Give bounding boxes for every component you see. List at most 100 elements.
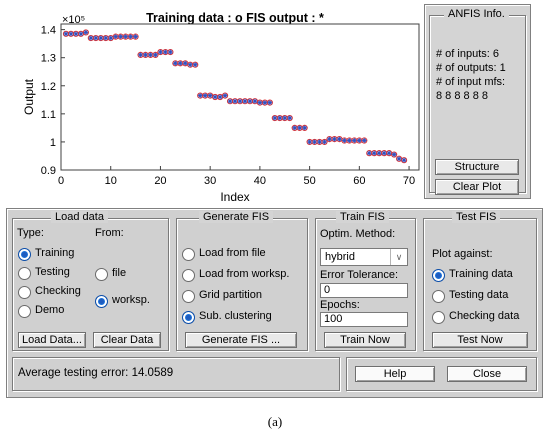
- training-data-point: [266, 99, 273, 106]
- radio-testing-label: Testing: [35, 266, 70, 278]
- radio-grid-partition[interactable]: [182, 290, 195, 303]
- fis-output-point: [342, 138, 347, 143]
- status-frame: Average testing error: 14.0589: [12, 357, 340, 391]
- fis-output-point: [366, 150, 372, 156]
- y-tick-label: 1.4: [41, 25, 56, 37]
- radio-sub-clustering-label: Sub. clustering: [199, 310, 272, 322]
- x-tick-label: 20: [154, 175, 166, 187]
- fis-output-point: [148, 52, 153, 58]
- training-data-point: [361, 137, 368, 144]
- plot-against-label: Plot against:: [432, 248, 493, 260]
- close-button[interactable]: Close: [447, 366, 527, 382]
- training-data-point: [152, 51, 159, 58]
- radio-demo[interactable]: [18, 305, 31, 318]
- generate-fis-group: Generate FIS Load from file Load from wo…: [176, 211, 308, 351]
- x-tick-label: 0: [58, 175, 64, 187]
- fis-output-point: [187, 62, 193, 68]
- help-button[interactable]: Help: [355, 366, 435, 382]
- buttons-frame: Help Close: [346, 357, 537, 391]
- fis-output-point: [292, 125, 298, 131]
- error-tolerance-label: Error Tolerance:: [320, 269, 399, 281]
- optim-method-select[interactable]: hybrid ∨: [320, 248, 408, 266]
- radio-test-testing-data[interactable]: [432, 290, 445, 303]
- fis-output-point: [327, 136, 332, 142]
- fis-output-point: [247, 98, 253, 104]
- generate-fis-title: Generate FIS: [199, 211, 274, 223]
- radio-load-from-workspace-label: Load from worksp.: [199, 268, 290, 280]
- plot-axes: [60, 23, 420, 171]
- radio-checking[interactable]: [18, 286, 31, 299]
- y-tick-label: 0.9: [41, 165, 56, 177]
- training-data-point: [192, 61, 199, 68]
- fis-output-point: [242, 98, 248, 104]
- fis-output-point: [138, 52, 143, 58]
- fis-output-point: [237, 98, 243, 104]
- test-fis-group: Test FIS Plot against: Training data Tes…: [423, 211, 537, 351]
- radio-grid-partition-label: Grid partition: [199, 289, 262, 301]
- fis-output-point: [63, 31, 69, 37]
- fis-output-point: [252, 98, 258, 104]
- chevron-down-icon[interactable]: ∨: [390, 249, 407, 265]
- fis-output-point: [361, 138, 367, 143]
- fis-output-point: [78, 31, 84, 37]
- train-now-button[interactable]: Train Now: [324, 332, 406, 348]
- data-points: [62, 29, 408, 164]
- fis-output-point: [202, 93, 208, 98]
- fis-output-point: [371, 150, 377, 156]
- fis-output-point: [83, 30, 89, 35]
- fis-output-point: [207, 93, 213, 98]
- error-tolerance-input[interactable]: 0: [320, 283, 408, 298]
- y-axis-label: Output: [22, 78, 36, 115]
- fis-output-point: [172, 60, 178, 66]
- radio-load-from-file[interactable]: [182, 248, 195, 261]
- fis-output-point: [192, 62, 198, 68]
- num-mfs-label: # of input mfs:: [436, 76, 506, 88]
- epochs-label: Epochs:: [320, 299, 360, 311]
- fis-output-point: [197, 93, 203, 98]
- training-data-point: [167, 48, 174, 56]
- clear-data-button[interactable]: Clear Data: [93, 332, 161, 348]
- radio-test-testing-data-label: Testing data: [449, 289, 509, 301]
- fis-output-point: [177, 60, 183, 66]
- fis-output-point: [93, 35, 99, 41]
- radio-training-label: Training: [35, 247, 75, 259]
- fis-output-point: [262, 100, 268, 106]
- clear-plot-button[interactable]: Clear Plot: [435, 179, 519, 195]
- fis-output-point: [153, 52, 158, 58]
- generate-fis-button[interactable]: Generate FIS ...: [185, 332, 297, 348]
- radio-workspace-label: worksp.: [112, 294, 150, 306]
- fis-output-point: [322, 139, 327, 145]
- radio-training[interactable]: [18, 248, 31, 261]
- structure-button[interactable]: Structure: [435, 159, 519, 175]
- fis-output-point: [376, 150, 382, 156]
- control-panel: Load data Type: From: Training Testing C…: [6, 208, 543, 398]
- radio-workspace[interactable]: [95, 295, 108, 308]
- y-tick-label: 1.3: [41, 53, 56, 65]
- load-data-button[interactable]: Load Data...: [18, 332, 86, 348]
- radio-load-from-workspace[interactable]: [182, 269, 195, 282]
- fis-output-point: [257, 100, 263, 106]
- anfis-info-title: ANFIS Info.: [444, 8, 509, 20]
- radio-sub-clustering[interactable]: [182, 311, 195, 324]
- load-data-group: Load data Type: From: Training Testing C…: [12, 211, 169, 351]
- test-fis-title: Test FIS: [452, 211, 501, 223]
- fis-output-point: [222, 93, 228, 98]
- fis-output-point: [73, 31, 79, 37]
- radio-file[interactable]: [95, 268, 108, 281]
- output-plot: Training data : o FIS output : * ×10⁵ 1.…: [22, 11, 420, 204]
- average-testing-error: Average testing error: 14.0589: [18, 367, 174, 379]
- epochs-input[interactable]: 100: [320, 312, 408, 327]
- fis-output-point: [182, 60, 188, 66]
- y-tick-label: 1.2: [41, 81, 56, 93]
- test-now-button[interactable]: Test Now: [432, 332, 528, 348]
- radio-testing[interactable]: [18, 267, 31, 280]
- optim-method-value: hybrid: [325, 251, 355, 263]
- training-data-point: [132, 33, 139, 40]
- fis-output-point: [312, 139, 317, 145]
- radio-demo-label: Demo: [35, 304, 65, 316]
- radio-test-training-data[interactable]: [432, 269, 445, 282]
- fis-output-point: [346, 138, 352, 143]
- radio-file-label: file: [112, 267, 127, 279]
- fis-output-point: [143, 52, 148, 58]
- radio-test-checking-data[interactable]: [432, 311, 445, 324]
